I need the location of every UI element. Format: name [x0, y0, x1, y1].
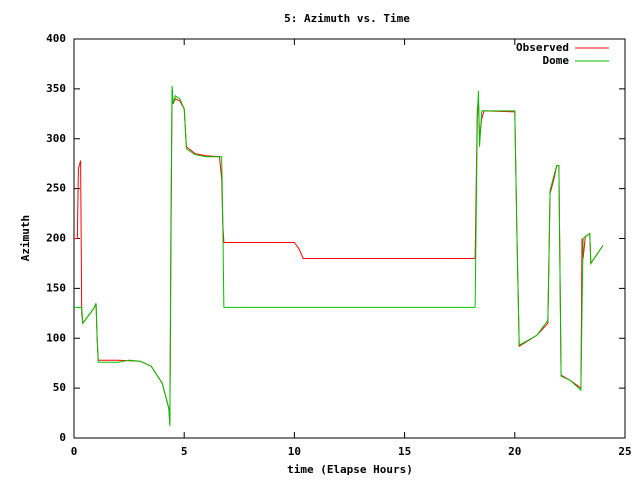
plot-border — [73, 38, 626, 439]
y-tick-label: 350 — [46, 82, 66, 95]
y-tick-label: 50 — [53, 381, 66, 394]
y-axis-label: Azimuth — [19, 215, 32, 261]
x-tick-label: 10 — [288, 445, 301, 458]
y-tick-label: 300 — [46, 132, 66, 145]
data-line — [74, 88, 604, 424]
y-tick-label: 150 — [46, 281, 66, 294]
x-tick-label: 0 — [71, 445, 78, 458]
legend-label: Observed — [516, 41, 569, 54]
x-tick-label: 5 — [181, 445, 188, 458]
y-tick-label: 250 — [46, 182, 66, 195]
y-tick-label: 100 — [46, 331, 66, 344]
x-tick-label: 25 — [618, 445, 631, 458]
x-tick-label: 15 — [398, 445, 411, 458]
chart-title: 5: Azimuth vs. Time — [284, 12, 410, 25]
legend-label: Dome — [543, 54, 570, 67]
data-line — [74, 85, 604, 427]
y-tick-label: 400 — [46, 32, 66, 45]
x-tick-label: 20 — [508, 445, 521, 458]
x-axis-label: time (Elapse Hours) — [287, 463, 413, 476]
y-tick-label: 0 — [59, 431, 66, 444]
y-tick-label: 200 — [46, 232, 66, 245]
